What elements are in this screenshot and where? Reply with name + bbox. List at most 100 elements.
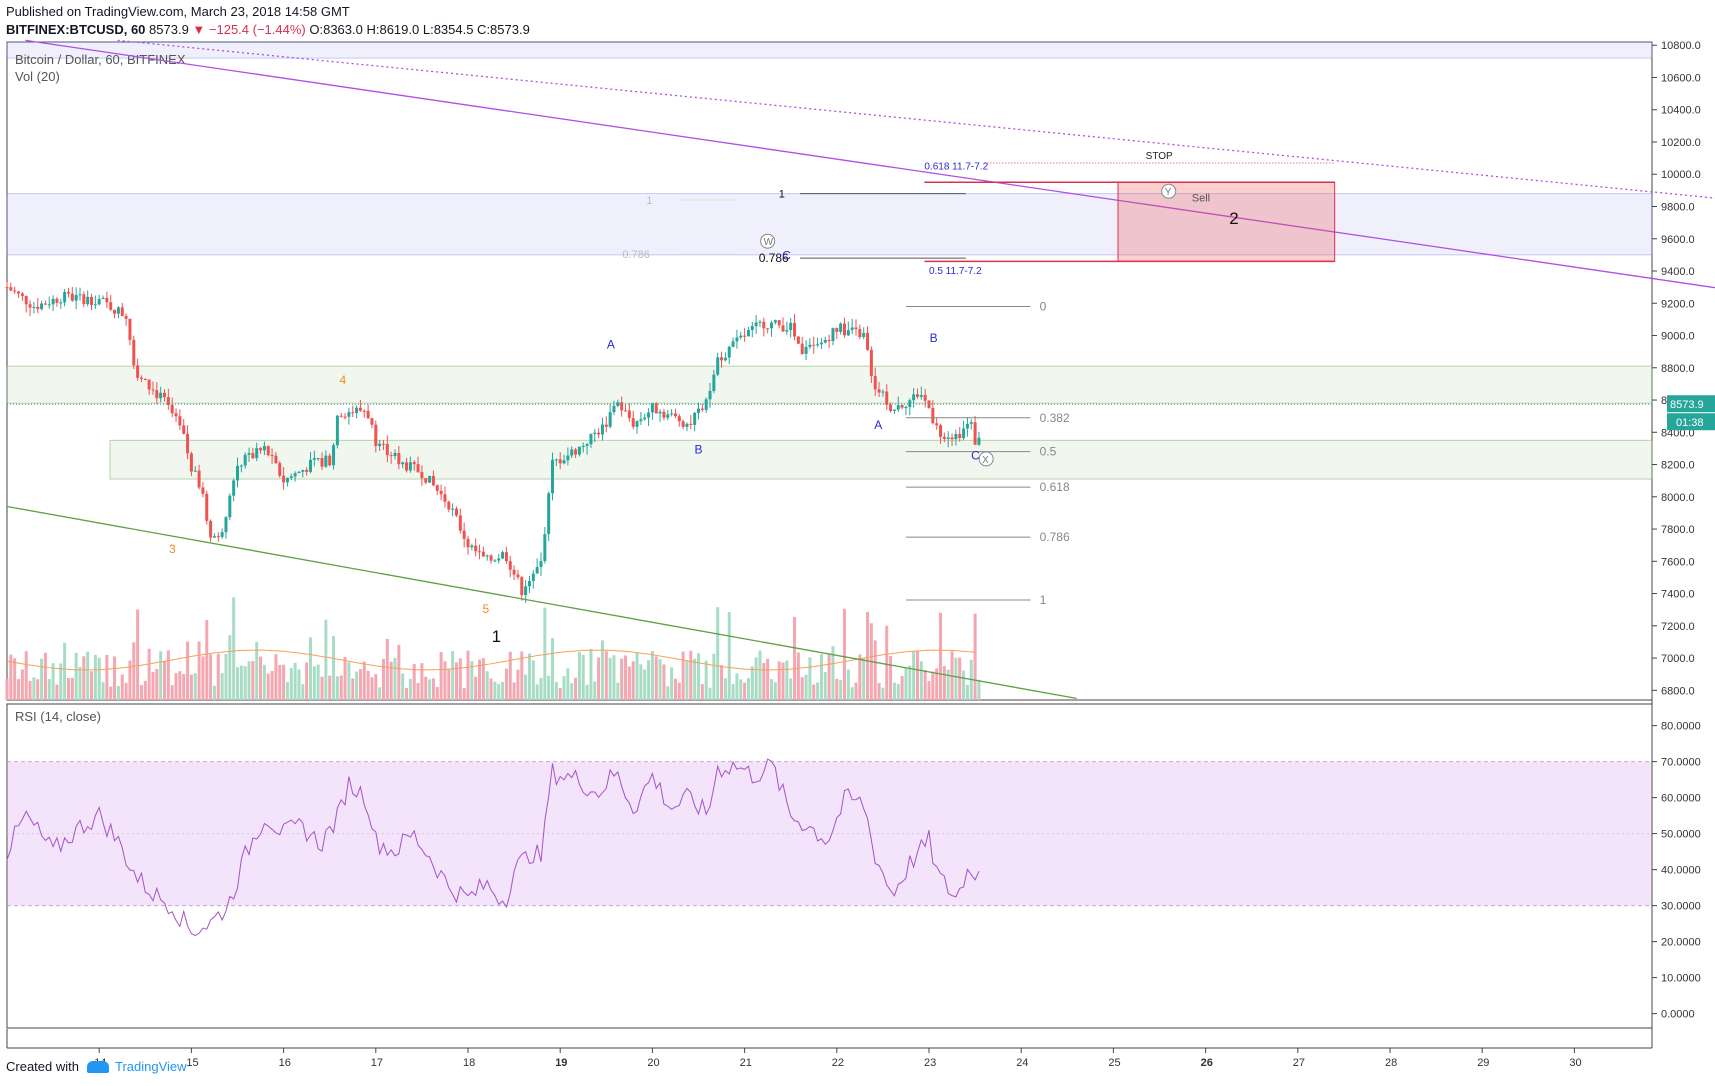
candle-body (474, 545, 478, 552)
volume-bar (554, 681, 558, 700)
volume-bar (604, 651, 608, 700)
candle-body (508, 561, 512, 570)
candle-body (13, 290, 17, 292)
volume-bar (316, 664, 320, 700)
candle-body (827, 339, 831, 342)
candle-body (700, 408, 704, 410)
candle-body (439, 490, 443, 495)
candle-body (401, 462, 405, 465)
volume-bar (504, 668, 508, 700)
candle-body (846, 330, 850, 336)
fib-lower-label: 0.5 (1040, 445, 1057, 459)
created-with-label: Created with (6, 1059, 79, 1074)
candle-body (919, 395, 923, 397)
volume-bar (116, 686, 120, 700)
volume-bar (527, 653, 531, 700)
candle-body (147, 379, 151, 390)
volume-bar (312, 666, 316, 700)
rsi-tick-label: 30.0000 (1661, 901, 1701, 913)
sell-label: Sell (1192, 193, 1210, 205)
candle-body (666, 414, 670, 418)
volume-bar (259, 656, 263, 700)
rsi-tick-label: 60.0000 (1661, 793, 1701, 805)
price-tick-label: 9000.0 (1661, 331, 1695, 343)
volume-bar (412, 663, 416, 700)
volume-bar (954, 657, 958, 700)
candle-body (854, 327, 858, 330)
price-tick-label: 7400.0 (1661, 589, 1695, 601)
candle-body (166, 397, 170, 405)
volume-bar (78, 666, 82, 700)
volume-bar (451, 651, 455, 700)
candle-body (650, 403, 654, 413)
volume-bar (109, 686, 113, 700)
zone-resistance (6, 193, 1653, 256)
candle-body (627, 410, 631, 419)
volume-bar (466, 650, 470, 700)
candle-body (70, 293, 74, 301)
stop-label: STOP (1146, 151, 1173, 162)
time-tick-label: 20 (647, 1057, 659, 1069)
time-tick-label: 23 (924, 1057, 936, 1069)
candle-body (892, 409, 896, 411)
candle-body (28, 304, 32, 308)
tradingview-link[interactable]: TradingView (86, 1059, 187, 1074)
volume-bar (485, 671, 489, 700)
candle-body (335, 415, 339, 446)
volume-bar (5, 678, 9, 700)
volume-bar (216, 653, 220, 700)
candle-body (600, 424, 604, 435)
candle-body (447, 501, 451, 510)
volume-bar (143, 680, 147, 700)
fib-faded-0786-label: 0.786 (622, 249, 650, 261)
candle-body (90, 296, 94, 305)
candle-body (351, 412, 355, 414)
volume-bar (470, 661, 474, 700)
candle-body (74, 295, 78, 301)
volume-bar (285, 682, 289, 700)
wave-label: Y (1165, 187, 1172, 198)
volume-bar (347, 662, 351, 700)
volume-bar (474, 676, 478, 700)
volume-bar (746, 678, 750, 700)
candle-body (658, 411, 662, 414)
volume-bar (823, 672, 827, 700)
volume-bar (66, 677, 70, 700)
volume-bar (789, 678, 793, 700)
rsi-tick-label: 40.0000 (1661, 865, 1701, 877)
volume-bar (435, 686, 439, 700)
candle-body (796, 336, 800, 344)
volume-bar (577, 652, 581, 700)
volume-bar (370, 677, 374, 700)
candle-body (539, 561, 543, 568)
volume-bar (612, 655, 616, 700)
last-price-tag-label: 8573.9 (1670, 399, 1704, 411)
volume-bar (643, 669, 647, 700)
candle-body (454, 508, 458, 516)
time-tick-label: 25 (1108, 1057, 1120, 1069)
volume-bar (846, 669, 850, 700)
candle-body (236, 465, 239, 481)
volume-bar (405, 687, 409, 700)
volume-bar (819, 654, 823, 700)
rsi-line (6, 758, 980, 937)
volume-bar (255, 641, 259, 700)
candle-body (193, 470, 197, 472)
candle-body (885, 391, 889, 405)
candle-body (397, 452, 401, 465)
last-price-tag (1667, 395, 1715, 413)
volume-bar (93, 654, 97, 700)
candle-body (328, 455, 332, 466)
volume-bar (777, 661, 781, 700)
candle-body (877, 389, 881, 393)
volume-bar (389, 661, 393, 700)
volume-bar (800, 677, 804, 700)
candle-body (769, 322, 773, 329)
volume-bar (40, 658, 44, 700)
volume-bar (866, 611, 870, 700)
volume-bar (55, 684, 59, 700)
volume-bar (597, 657, 601, 700)
candle-body (785, 330, 789, 332)
volume-bar (289, 668, 293, 700)
